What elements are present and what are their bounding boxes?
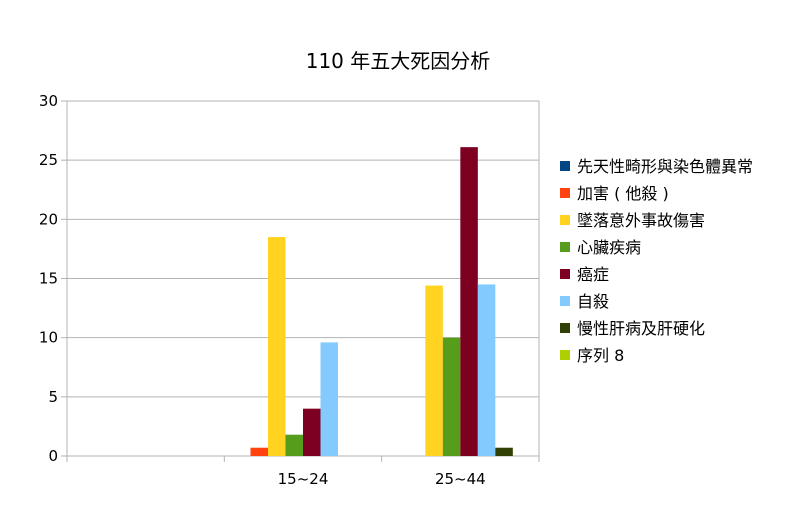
legend-label: 加害 ( 他殺 ) — [577, 184, 669, 203]
axes: 0 5 10 15 20 25 30 15~24 25~44 — [39, 92, 540, 488]
y-tick-label: 5 — [48, 388, 58, 406]
legend-swatch — [560, 296, 570, 306]
legend-swatch — [560, 215, 570, 225]
legend-label: 癌症 — [577, 265, 609, 284]
legend-swatch — [560, 269, 570, 279]
legend-swatch — [560, 350, 570, 360]
y-tick-label: 0 — [48, 447, 58, 465]
y-tick-label: 30 — [39, 92, 58, 110]
legend-swatch — [560, 242, 570, 252]
bar — [442, 337, 461, 456]
legend-label: 先天性畸形與染色體異常 — [577, 157, 753, 176]
bars — [250, 147, 513, 456]
bar — [250, 447, 268, 456]
bar — [495, 447, 513, 456]
legend-swatch — [560, 188, 570, 198]
y-tick-label: 20 — [39, 210, 58, 228]
y-tick-label: 10 — [39, 329, 58, 347]
y-tick-label: 15 — [39, 270, 58, 288]
bar — [477, 284, 496, 456]
bar — [320, 342, 338, 456]
legend-swatch — [560, 161, 570, 171]
bar — [303, 408, 321, 456]
bar — [425, 285, 443, 456]
grid — [67, 100, 539, 457]
legend-label: 慢性肝病及肝硬化 — [577, 319, 705, 338]
legend-swatch — [560, 323, 570, 333]
legend-label: 序列 8 — [577, 346, 624, 365]
legend-label: 墜落意外事故傷害 — [577, 211, 705, 230]
bar — [285, 434, 303, 456]
x-tick-label: 15~24 — [278, 470, 329, 488]
bar — [268, 237, 286, 456]
legend-label: 自殺 — [577, 292, 609, 311]
x-tick-label: 25~44 — [435, 470, 486, 488]
chart-title: 110 年五大死因分析 — [306, 49, 491, 73]
bar — [460, 147, 478, 456]
y-tick-label: 25 — [39, 151, 58, 169]
legend-label: 心臟疾病 — [577, 238, 641, 257]
